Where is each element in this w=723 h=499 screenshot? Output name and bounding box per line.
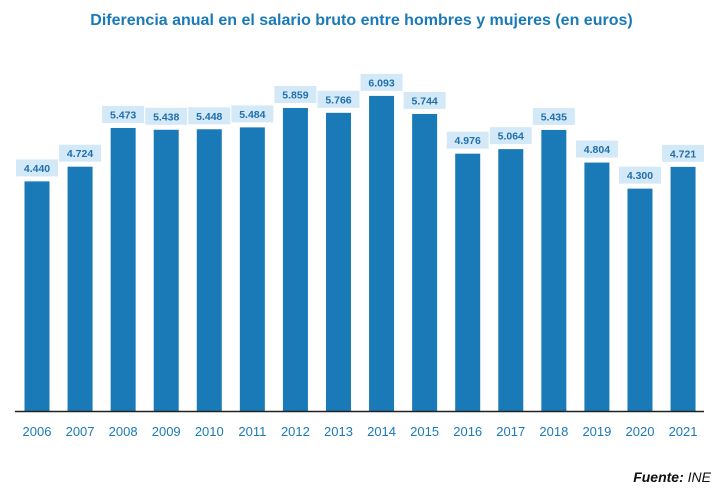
data-label: 5.766 [325,94,351,106]
chart-title: Diferencia anual en el salario bruto ent… [90,12,633,29]
data-label: 4.440 [24,163,50,175]
bar-2019 [584,162,610,411]
data-label-box [16,159,58,177]
x-tick-label: 2020 [626,424,655,439]
data-label: 5.448 [196,111,222,123]
bar-2018 [541,129,567,411]
bar-2013 [325,112,351,411]
bar-2009 [153,129,179,411]
bar-2007 [67,166,93,411]
data-label: 5.473 [110,109,136,121]
data-label-box [145,107,188,125]
data-label-box [489,127,532,145]
x-tick-label: 2009 [152,424,181,439]
data-label: 5.435 [541,111,567,123]
x-tick-label: 2010 [195,424,224,439]
data-label-box [59,144,102,162]
data-label: 6.093 [368,77,394,89]
source-note: Fuente: INE [633,469,711,485]
data-label-box [446,131,489,149]
data-label-box [102,105,145,123]
x-tick-label: 2011 [238,424,266,439]
data-label: 4.300 [627,170,653,182]
data-label-box [360,73,403,91]
data-label-box [231,105,274,123]
data-label: 4.724 [67,148,93,160]
data-label: 5.484 [239,109,265,121]
x-tick-label: 2008 [109,424,138,439]
x-tick-label: 2013 [324,424,353,439]
x-tick-label: 2012 [281,424,310,439]
bar-2008 [110,127,136,411]
bar-2011 [239,127,265,411]
bar-2017 [498,149,524,412]
data-label: 4.976 [455,135,481,147]
x-tick-label: 2014 [367,424,396,439]
data-label-box [274,86,317,104]
x-tick-label: 2015 [410,424,439,439]
bar-2012 [282,108,308,412]
data-label-box [188,107,231,125]
x-tick-label: 2019 [582,424,611,439]
data-label-box [532,107,575,125]
x-tick-label: 2016 [453,424,482,439]
x-tick-label: 2007 [66,424,95,439]
data-label: 4.721 [670,148,696,160]
data-label: 5.064 [498,131,524,143]
data-label: 4.804 [584,144,610,156]
bar-2016 [455,153,481,411]
source-value: INE [687,469,711,485]
bar-2014 [369,95,395,412]
data-label-box [662,144,705,162]
bar-2020 [627,188,653,411]
data-label: 5.859 [282,90,308,102]
bar-2021 [670,166,696,411]
data-label: 5.438 [153,111,179,123]
x-tick-label: 2006 [23,424,52,439]
data-label-box [575,140,618,158]
bar-2015 [412,113,438,412]
data-label-box [317,90,360,108]
source-label: Fuente: [633,469,684,485]
data-label: 5.744 [411,95,437,107]
x-tick-label: 2021 [669,424,698,439]
data-label-box [403,91,446,109]
x-tick-label: 2018 [539,424,568,439]
bar-2006 [24,181,50,411]
bar-2010 [196,129,222,412]
x-tick-label: 2017 [496,424,525,439]
data-label-box [618,166,661,184]
